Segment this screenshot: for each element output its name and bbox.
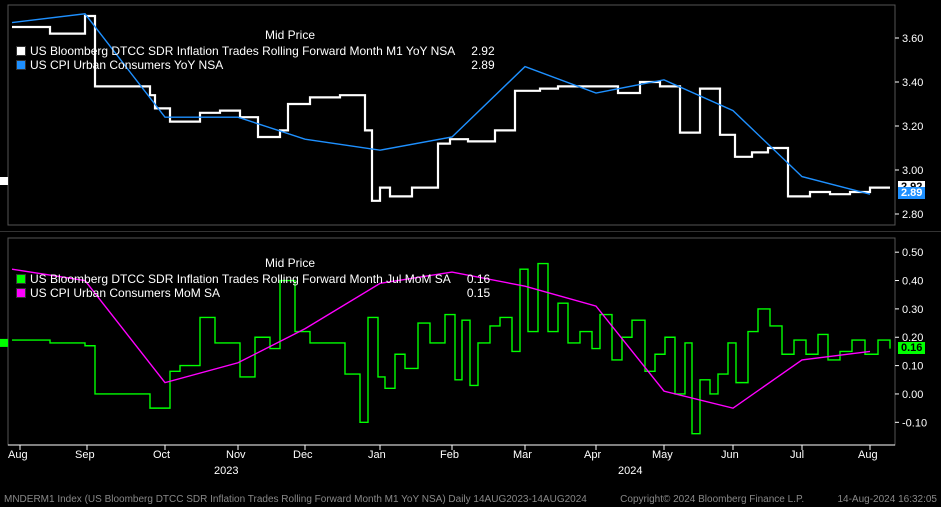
legend-label: US CPI Urban Consumers YoY NSA	[30, 58, 223, 72]
footer-bar: MNDERM1 Index (US Bloomberg DTCC SDR Inf…	[0, 491, 941, 507]
x-month-label: Feb	[440, 449, 459, 461]
x-month-label: Dec	[293, 449, 313, 461]
svg-text:2.80: 2.80	[902, 209, 923, 221]
svg-text:0.40: 0.40	[902, 276, 923, 288]
axis-badge: 0.16	[898, 342, 925, 354]
x-month-label: Aug	[8, 449, 28, 461]
chart-svg: 3.603.403.203.002.800.500.400.300.200.10…	[0, 0, 941, 507]
legend-row: US CPI Urban Consumers YoY NSA 2.89	[16, 58, 495, 72]
x-year-label: 2024	[618, 465, 642, 477]
legend-row: US Bloomberg DTCC SDR Inflation Trades R…	[16, 44, 495, 58]
svg-text:3.40: 3.40	[902, 77, 923, 89]
x-month-label: Aug	[858, 449, 878, 461]
svg-text:0.30: 0.30	[902, 304, 923, 316]
legend-swatch	[16, 288, 26, 298]
svg-text:0.10: 0.10	[902, 361, 923, 373]
x-month-label: Sep	[75, 449, 95, 461]
svg-text:0.50: 0.50	[902, 247, 923, 259]
legend2-title: Mid Price	[265, 256, 315, 270]
legend-label: US Bloomberg DTCC SDR Inflation Trades R…	[30, 272, 451, 286]
legend-value: 2.89	[459, 58, 494, 72]
legend-value: 2.92	[459, 44, 494, 58]
legend-value: 0.15	[455, 286, 490, 300]
x-month-label: Jul	[790, 449, 804, 461]
svg-text:-0.10: -0.10	[902, 417, 927, 429]
axis-badge: 2.89	[898, 187, 925, 199]
x-year-label: 2023	[214, 465, 238, 477]
svg-text:3.20: 3.20	[902, 121, 923, 133]
svg-text:0.00: 0.00	[902, 389, 923, 401]
legend-panel-2: Mid Price US Bloomberg DTCC SDR Inflatio…	[16, 256, 490, 300]
footer-right: 14-Aug-2024 16:32:05	[837, 494, 937, 505]
legend-swatch	[16, 274, 26, 284]
footer-center: Copyright© 2024 Bloomberg Finance L.P.	[587, 494, 838, 505]
legend-label: US CPI Urban Consumers MoM SA	[30, 286, 220, 300]
legend-row: US CPI Urban Consumers MoM SA 0.15	[16, 286, 490, 300]
footer-left: MNDERM1 Index (US Bloomberg DTCC SDR Inf…	[4, 494, 587, 505]
x-month-label: May	[652, 449, 673, 461]
x-month-label: Mar	[513, 449, 532, 461]
x-month-label: Apr	[584, 449, 601, 461]
x-month-label: Jun	[721, 449, 739, 461]
svg-text:3.60: 3.60	[902, 33, 923, 45]
svg-text:3.00: 3.00	[902, 165, 923, 177]
legend-panel-1: Mid Price US Bloomberg DTCC SDR Inflatio…	[16, 28, 495, 72]
x-month-label: Nov	[226, 449, 246, 461]
chart-container: 3.603.403.203.002.800.500.400.300.200.10…	[0, 0, 941, 507]
legend-value: 0.16	[455, 272, 490, 286]
x-month-label: Jan	[368, 449, 386, 461]
legend-label: US Bloomberg DTCC SDR Inflation Trades R…	[30, 44, 455, 58]
legend-row: US Bloomberg DTCC SDR Inflation Trades R…	[16, 272, 490, 286]
legend-swatch	[16, 46, 26, 56]
legend-swatch	[16, 60, 26, 70]
x-month-label: Oct	[153, 449, 170, 461]
legend1-title: Mid Price	[265, 28, 315, 42]
